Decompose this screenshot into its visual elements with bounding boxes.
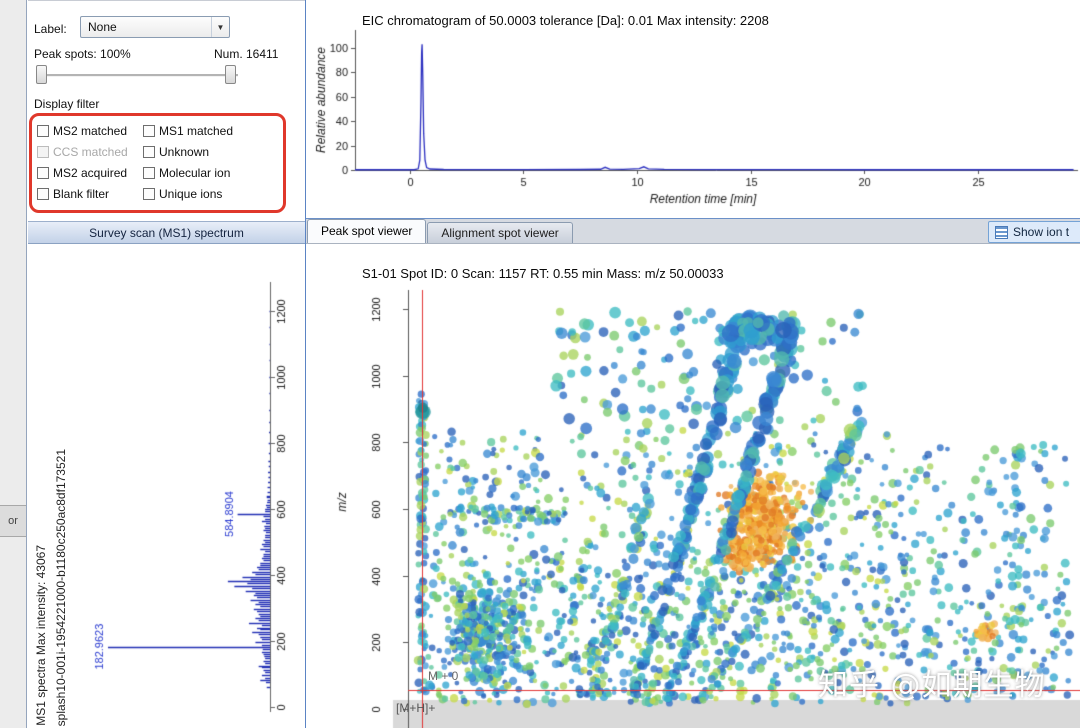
spot-scatter-canvas[interactable] [306,244,1080,728]
checkbox-label: Blank filter [53,187,110,201]
collapsed-panel-tab[interactable]: or [0,505,26,537]
checkbox-label: MS2 acquired [53,166,128,180]
panel-splitter[interactable] [305,0,306,728]
filter-checkbox-unknown[interactable]: Unknown [143,145,233,159]
filter-checkbox-ms2-acquired[interactable]: MS2 acquired [37,166,143,180]
filter-checkbox-unique-ions[interactable]: Unique ions [143,187,233,201]
tab-alignment-spot-viewer[interactable]: Alignment spot viewer [427,222,573,243]
filter-checkbox-molecular-ion[interactable]: Molecular ion [143,166,233,180]
checkbox-icon[interactable] [143,167,155,179]
chevron-down-icon[interactable]: ▼ [211,17,229,37]
label-caption: Label: [34,22,67,36]
eic-chromatogram-canvas[interactable] [306,0,1080,218]
checkbox-icon[interactable] [37,188,49,200]
checkbox-icon[interactable] [37,125,49,137]
eic-title: EIC chromatogram of 50.0003 tolerance [D… [362,13,769,28]
show-ion-table-button[interactable]: Show ion t [988,221,1080,243]
checkbox-label: Unknown [159,145,210,159]
filter-panel: Label: None ▼ Peak spots: 100% Num. 1641… [28,0,305,728]
collapsed-side-strip: or [0,0,27,728]
peak-spots-slider[interactable] [36,65,238,85]
survey-scan-header[interactable]: Survey scan (MS1) spectrum [28,221,305,244]
ion-table-icon [995,225,1008,239]
filter-checkbox-ms2-matched[interactable]: MS2 matched [37,124,143,138]
filter-checkbox-ms1-matched[interactable]: MS1 matched [143,124,233,138]
display-filter-grid: MS2 matched MS1 matched CCS matched Unknown… [37,124,233,201]
tab-peak-spot-viewer[interactable]: Peak spot viewer [307,219,427,243]
spot-info-title: S1-01 Spot ID: 0 Scan: 1157 RT: 0.55 min… [362,266,724,281]
isotope-annotation: M + 0 [428,669,459,683]
checkbox-icon[interactable] [143,146,155,158]
num-label: Num. 16411 [214,47,279,61]
checkbox-label: MS2 matched [53,124,128,138]
checkbox-label: Unique ions [159,187,223,201]
checkbox-label: MS1 matched [159,124,234,138]
label-dropdown[interactable]: None ▼ [80,16,230,38]
checkbox-label: CCS matched [53,145,128,159]
label-dropdown-value: None [88,20,117,34]
display-filter-title: Display filter [34,97,100,111]
checkbox-icon [37,146,49,158]
slider-handle-max[interactable] [225,65,236,84]
checkbox-icon[interactable] [143,188,155,200]
highlight-annotation: MS2 matched MS1 matched CCS matched Unknown… [29,113,286,213]
viewer-tab-strip: Peak spot viewer Alignment spot viewer [306,218,1080,244]
slider-track[interactable] [36,74,238,76]
ms1-spectrum-canvas[interactable] [28,244,305,728]
checkbox-icon[interactable] [37,167,49,179]
checkbox-label: Molecular ion [159,166,231,180]
peak-spots-label: Peak spots: 100% [34,47,131,61]
watermark: 知乎 @如期生物 [818,668,1046,703]
show-ion-button-label: Show ion t [1013,225,1070,239]
slider-handle-min[interactable] [36,65,47,84]
filter-checkbox-blank-filter[interactable]: Blank filter [37,187,143,201]
filter-checkbox-ccs-matched: CCS matched [37,145,143,159]
adduct-annotation: [M+H]+ [396,701,436,715]
checkbox-icon[interactable] [143,125,155,137]
